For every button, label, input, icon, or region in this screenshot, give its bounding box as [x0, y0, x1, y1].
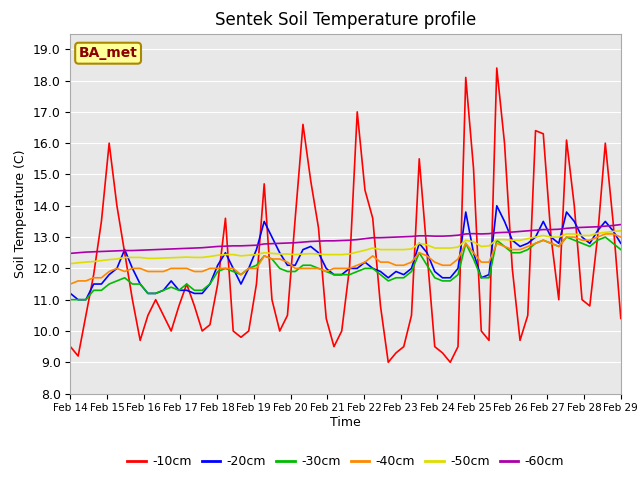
-50cm — [617, 228, 625, 234]
-50cm — [253, 252, 260, 257]
-40cm — [602, 231, 609, 237]
-50cm — [415, 240, 423, 246]
-10cm — [423, 250, 431, 256]
Line: -10cm: -10cm — [70, 68, 621, 362]
-20cm — [423, 250, 431, 256]
-50cm — [144, 255, 152, 261]
-30cm — [144, 290, 152, 296]
-20cm — [447, 275, 454, 281]
Line: -40cm: -40cm — [70, 234, 621, 284]
-50cm — [67, 261, 74, 266]
-50cm — [438, 245, 446, 251]
-40cm — [253, 265, 260, 271]
-10cm — [253, 281, 260, 287]
-60cm — [253, 242, 260, 248]
-20cm — [74, 297, 82, 302]
-40cm — [144, 269, 152, 275]
Title: Sentek Soil Temperature profile: Sentek Soil Temperature profile — [215, 11, 476, 29]
-20cm — [617, 240, 625, 246]
Line: -30cm: -30cm — [70, 237, 621, 300]
-10cm — [377, 303, 385, 309]
-60cm — [144, 247, 152, 253]
-10cm — [586, 303, 594, 309]
-50cm — [377, 247, 385, 252]
Legend: -10cm, -20cm, -30cm, -40cm, -50cm, -60cm: -10cm, -20cm, -30cm, -40cm, -50cm, -60cm — [122, 450, 569, 473]
-40cm — [377, 259, 385, 265]
-20cm — [152, 290, 159, 296]
-30cm — [67, 297, 74, 302]
Text: BA_met: BA_met — [79, 46, 138, 60]
-30cm — [438, 278, 446, 284]
-60cm — [438, 233, 446, 239]
-40cm — [617, 234, 625, 240]
Line: -50cm: -50cm — [70, 231, 621, 264]
Y-axis label: Soil Temperature (C): Soil Temperature (C) — [14, 149, 28, 278]
-20cm — [385, 275, 392, 281]
-50cm — [198, 254, 206, 260]
-10cm — [67, 344, 74, 349]
Line: -60cm: -60cm — [70, 225, 621, 253]
-60cm — [67, 251, 74, 256]
-40cm — [438, 263, 446, 268]
-40cm — [67, 281, 74, 287]
-10cm — [447, 360, 454, 365]
-40cm — [198, 269, 206, 275]
-10cm — [144, 312, 152, 318]
-60cm — [377, 235, 385, 240]
-30cm — [253, 263, 260, 268]
-30cm — [563, 234, 570, 240]
-20cm — [493, 203, 500, 209]
-30cm — [198, 288, 206, 293]
-40cm — [415, 250, 423, 256]
-60cm — [198, 245, 206, 251]
-30cm — [617, 247, 625, 252]
-60cm — [617, 222, 625, 228]
-20cm — [260, 218, 268, 224]
-60cm — [415, 233, 423, 239]
-20cm — [67, 290, 74, 296]
X-axis label: Time: Time — [330, 416, 361, 429]
-10cm — [493, 65, 500, 71]
-10cm — [385, 360, 392, 365]
-20cm — [586, 240, 594, 246]
-30cm — [415, 250, 423, 256]
-10cm — [617, 315, 625, 321]
Line: -20cm: -20cm — [70, 206, 621, 300]
-30cm — [377, 272, 385, 277]
